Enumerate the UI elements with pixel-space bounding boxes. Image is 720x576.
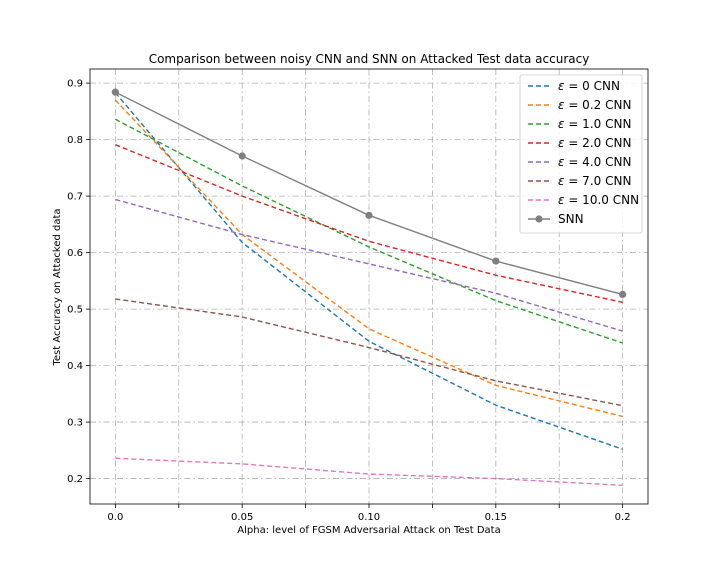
legend-box [519, 74, 643, 234]
series-line [115, 198, 623, 332]
series-line [115, 144, 623, 304]
series-line [114, 99, 623, 418]
legend-entry: ε = 0 CNN [558, 79, 620, 93]
series-line [114, 92, 623, 450]
data-point [619, 290, 627, 299]
data-point [492, 257, 500, 265]
x-tick-label: 0.2 [615, 512, 631, 523]
series-lines [111, 88, 627, 487]
y-tick-label: 0.7 [67, 192, 83, 203]
y-tick-label: 0.6 [67, 248, 83, 259]
y-tick-label: 0.3 [67, 418, 83, 429]
x-tick-label: 0.0 [107, 512, 123, 523]
x-tick-label: 0.05 [231, 512, 253, 523]
legend: ε = 0 CNN ε = 0.2 CNN ε = 1.0 CNN ε = 2.0 C… [519, 74, 643, 234]
series-line [115, 298, 623, 407]
legend-entry: SNN [558, 212, 584, 226]
y-axis-label: Test Accuracy on Attacked data [52, 208, 63, 366]
series-line [115, 118, 623, 344]
x-axis: 0.0 0.05 0.10 0.15 0.2 [107, 504, 631, 523]
data-point [238, 152, 246, 160]
legend-entry: ε = 4.0 CNN [558, 155, 631, 169]
y-tick-label: 0.9 [67, 79, 83, 90]
legend-entry: ε = 2.0 CNN [558, 136, 631, 150]
data-point [111, 88, 119, 96]
y-tick-label: 0.2 [67, 474, 83, 485]
series-line [115, 457, 623, 487]
x-tick-label: 0.10 [358, 512, 380, 523]
y-axis: 0.2 0.3 0.4 0.5 0.6 0.7 0.8 0.9 [67, 79, 90, 485]
legend-entry: ε = 0.2 CNN [558, 98, 631, 112]
legend-marker [535, 215, 543, 223]
legend-entry: ε = 7.0 CNN [558, 174, 631, 188]
y-tick-label: 0.5 [67, 305, 83, 316]
y-tick-label: 0.4 [67, 361, 83, 372]
legend-entry: ε = 1.0 CNN [558, 117, 631, 131]
legend-entry: ε = 10.0 CNN [558, 193, 639, 207]
data-point [365, 211, 373, 219]
chart-title: Comparison between noisy CNN and SNN on … [149, 52, 590, 66]
x-axis-label: Alpha: level of FGSM Adversarial Attack … [237, 525, 500, 536]
y-tick-label: 0.8 [67, 135, 83, 146]
x-tick-label: 0.15 [485, 512, 507, 523]
